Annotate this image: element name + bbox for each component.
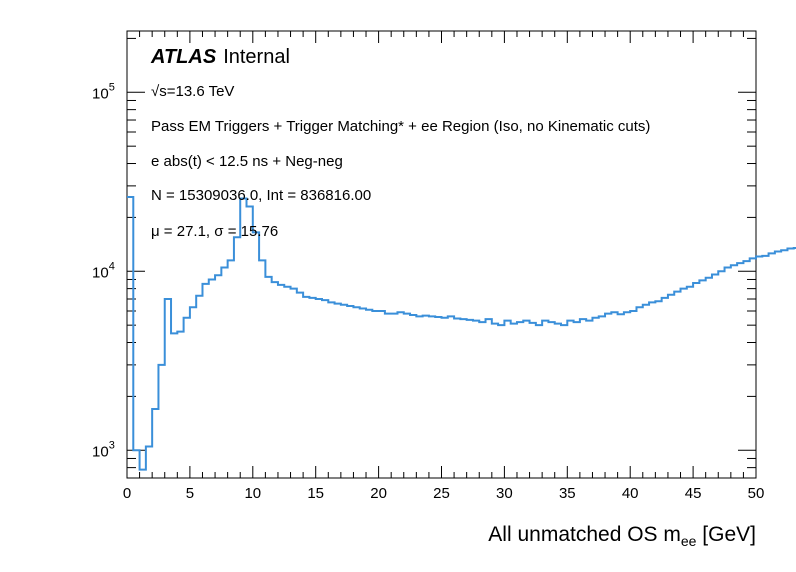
- x-tick-label: 45: [685, 485, 702, 502]
- y-tick-label: 103: [92, 439, 115, 460]
- stats-label: μ = 27.1, σ = 15.76: [151, 223, 278, 240]
- x-tick-label: 40: [622, 485, 639, 502]
- x-axis-tick-labels: 0 5 10 15 20 25 30 35 40 45 50: [123, 485, 765, 502]
- y-axis-ticks: [127, 37, 756, 479]
- x-tick-label: 5: [186, 485, 194, 502]
- atlas-label: ATLAS Internal: [150, 46, 290, 68]
- x-axis-title: All unmatched OS mee [GeV]: [488, 523, 756, 549]
- x-tick-label: 0: [123, 485, 131, 502]
- y-tick-label: 105: [92, 81, 115, 102]
- x-tick-label: 30: [496, 485, 513, 502]
- selection-label: Pass EM Triggers + Trigger Matching* + e…: [151, 118, 650, 135]
- x-axis-ticks: [126, 31, 757, 478]
- time-cut-label: e abs(t) < 12.5 ns + Neg-neg: [151, 153, 343, 170]
- x-tick-label: 25: [433, 485, 450, 502]
- x-tick-label: 35: [559, 485, 576, 502]
- x-tick-label: 15: [307, 485, 324, 502]
- energy-label: √s=13.6 TeV: [151, 83, 234, 100]
- x-tick-label: 20: [370, 485, 387, 502]
- y-tick-label: 104: [92, 260, 115, 281]
- x-tick-label: 50: [748, 485, 765, 502]
- entries-label: N = 15309036.0, Int = 836816.00: [151, 187, 371, 204]
- y-axis-tick-labels: 103 104 105: [92, 81, 115, 460]
- histogram-series-line: [127, 196, 796, 471]
- x-tick-label: 10: [244, 485, 261, 502]
